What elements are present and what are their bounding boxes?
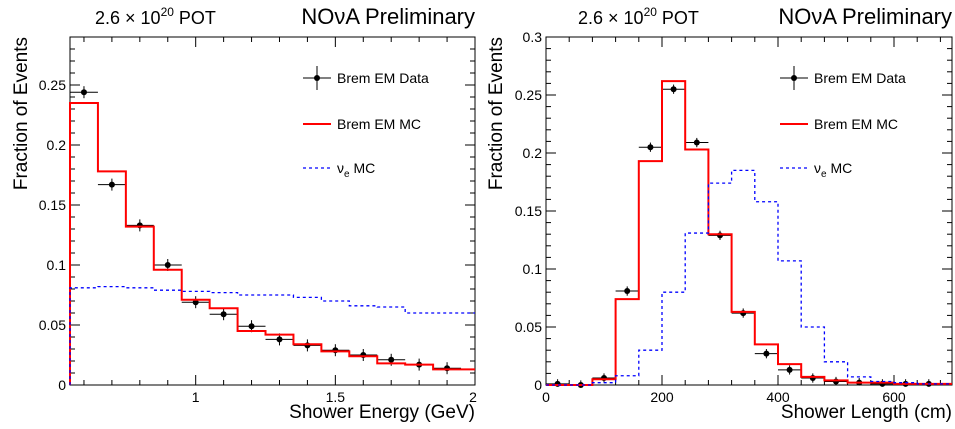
y-axis-title: Fraction of Events [486,37,507,190]
brem-mc-series [69,102,475,385]
legend: Brem EM Data Brem EM MC νe MC [303,66,429,180]
data-point [693,139,700,146]
data-point [164,262,171,268]
pot-label: 2.6 × 1020 POT [95,5,216,28]
pot-label: 2.6 × 1020 POT [578,5,699,28]
pot-suffix: POT [174,8,216,28]
legend-data-marker [314,75,320,81]
shower-energy-panel: 2.6 × 1020 POT NOνA Preliminary 0 0.05 0.1 0.… [11,4,477,423]
nue-mc-series [69,285,475,385]
legend: Brem EM Data Brem EM MC νe MC [780,66,906,180]
pot-exponent: 20 [644,5,658,19]
x-tick-label: 0 [542,389,550,405]
data-point [763,350,770,357]
y-tick-label: 0.15 [39,197,66,213]
plot-frame [69,36,476,386]
y-tick-label: 0.25 [39,77,66,93]
y-tick-label: 0.3 [523,29,543,45]
y-tick-label: 0 [58,377,66,393]
legend-data-marker [791,75,797,81]
x-tick-label: 200 [650,389,674,405]
y-tick-label: 0.25 [515,87,542,103]
data-point [670,86,677,93]
y-tick-label: 0.15 [515,203,542,219]
legend-nue-label: νe MC [337,160,375,180]
legend-nue-rest: MC [827,160,853,176]
data-point [248,323,255,330]
x-tick-label: 600 [882,389,906,405]
x-tick-label: 400 [766,389,790,405]
y-tick-label: 0 [534,377,542,393]
legend-data-label: Brem EM Data [337,70,429,86]
legend-mc-label: Brem EM MC [337,116,421,132]
data-point [647,144,654,151]
y-tick-label: 0.05 [39,317,66,333]
x-tick-label: 1 [192,389,200,405]
y-tick-label: 0.1 [523,261,543,277]
pot-suffix: POT [657,8,699,28]
nue-mc-histogram [546,169,952,386]
y-tick-label: 0.1 [47,257,67,273]
y-tick-label: 0.05 [515,319,542,335]
data-point [80,89,87,96]
brem-mc-series [546,80,952,386]
legend-mc-label: Brem EM MC [814,116,898,132]
data-point [624,288,631,295]
legend-data-label: Brem EM Data [814,70,906,86]
nue-mc-histogram [69,285,475,385]
data-point [786,366,793,373]
data-point [276,336,283,343]
legend-nue-rest: MC [350,160,376,176]
nue-mc-series [546,169,952,386]
brem-mc-histogram [69,102,475,385]
legend-nue-label: νe MC [814,160,852,180]
y-axis-title: Fraction of Events [11,37,32,190]
x-tick-label: 2 [469,389,477,405]
x-axis-title: Shower Energy (GeV) [289,402,475,423]
pot-exponent: 20 [161,5,175,19]
y-tick-label: 0.2 [47,137,67,153]
y-tick-label: 0.2 [523,145,543,161]
preliminary-label: NOνA Preliminary [778,4,952,29]
data-point [388,356,395,363]
x-tick-label: 1.5 [326,389,346,405]
data-point [108,181,115,188]
shower-length-panel: 2.6 × 1020 POT NOνA Preliminary 0 0.05 0.1 0.… [486,4,953,423]
legend-nue-subscript: e [821,169,827,180]
x-axis-title: Shower Length (cm) [781,402,952,423]
legend-nue-subscript: e [344,169,350,180]
plot-frame [545,36,953,386]
brem-mc-histogram [546,80,952,386]
data-point [220,311,227,318]
preliminary-label: NOνA Preliminary [301,4,475,29]
